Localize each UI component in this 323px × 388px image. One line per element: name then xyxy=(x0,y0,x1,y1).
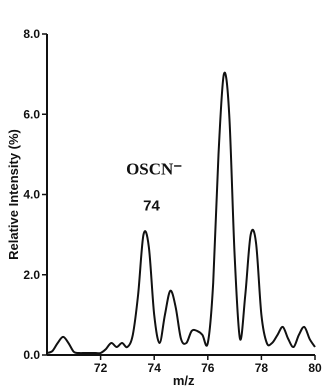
y-axis-title: Relative Intensity (%) xyxy=(6,129,21,260)
x-tick-label: 76 xyxy=(201,361,215,375)
x-tick-label: 80 xyxy=(308,361,322,375)
y-axis-ticks: 0.0 2.0 4.0 6.0 8.0 xyxy=(23,27,47,362)
x-axis-title: m/z xyxy=(173,373,195,388)
peak-mass-annotation: 74 xyxy=(143,198,160,215)
spectrum-line xyxy=(46,71,316,355)
x-tick-label: 74 xyxy=(148,361,162,375)
species-annotation: OSCN⁻ xyxy=(126,159,182,178)
x-tick-label: 78 xyxy=(255,361,269,375)
x-tick-label: 72 xyxy=(94,361,108,375)
y-tick-label: 8.0 xyxy=(23,27,40,41)
y-tick-label: 0.0 xyxy=(23,348,40,362)
y-tick-label: 6.0 xyxy=(23,107,40,121)
x-axis-ticks: 72 74 76 78 80 xyxy=(94,355,322,375)
y-tick-label: 4.0 xyxy=(23,188,40,202)
y-tick-label: 2.0 xyxy=(23,268,40,282)
